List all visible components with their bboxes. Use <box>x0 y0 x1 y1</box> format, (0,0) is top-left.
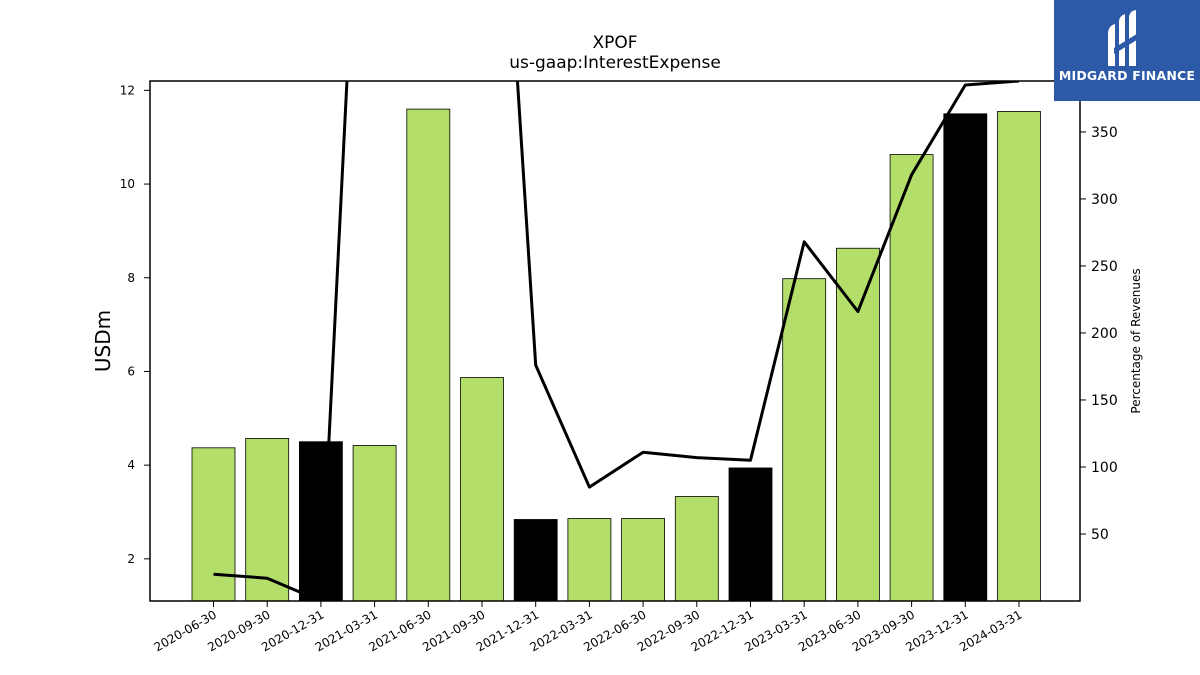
y2-ticks-group: 50 100 150 200 250 300 350 <box>1080 125 1118 543</box>
bar-2021-12-31 <box>513 519 558 602</box>
midgard-finance-logo: MIDGARD FINANCE <box>1054 0 1200 101</box>
logo-mark-icon <box>1108 10 1140 66</box>
bar-2022-12-31 <box>728 467 773 602</box>
bar-2024-03-31 <box>997 111 1041 602</box>
bar-2022-09-30 <box>674 496 719 602</box>
logo-text: MIDGARD FINANCE <box>1058 68 1196 83</box>
bar-2023-06-30 <box>836 247 880 602</box>
y2-tick-label: 350 <box>1091 125 1118 141</box>
y2-tick-label: 100 <box>1091 460 1118 476</box>
y2-tick-label: 50 <box>1091 527 1109 543</box>
y-tick-label: 6 <box>127 364 135 378</box>
bar-2023-03-31 <box>782 278 827 602</box>
bar-2022-06-30 <box>621 518 665 602</box>
plot-frame <box>149 80 1081 602</box>
y-ticks-group: 2 4 6 8 10 12 <box>120 83 150 566</box>
bar-2023-12-31 <box>943 113 988 602</box>
y2-tick-label: 150 <box>1091 393 1118 409</box>
y2-tick-label: 300 <box>1091 192 1118 208</box>
y-tick-label: 12 <box>120 83 135 97</box>
chart-title: XPOF <box>592 33 637 53</box>
y-tick-label: 10 <box>120 177 135 191</box>
bar-2022-03-31 <box>567 518 612 602</box>
y2-axis-label: Percentage of Revenues <box>1129 268 1143 413</box>
chart-subtitle: us-gaap:InterestExpense <box>509 53 721 73</box>
y-tick-label: 8 <box>127 271 135 285</box>
y2-tick-label: 200 <box>1091 326 1118 342</box>
bars-group <box>191 108 1041 602</box>
bar-2021-06-30 <box>406 108 451 602</box>
bar-2023-09-30 <box>889 154 934 602</box>
bar-2021-03-31 <box>352 445 397 602</box>
bar-2020-09-30 <box>245 438 290 602</box>
bar-2020-06-30 <box>191 447 236 602</box>
bar-2021-09-30 <box>460 377 504 602</box>
percentage-line <box>213 81 1020 601</box>
x-ticks-group: 2020-06-302020-09-302020-12-312021-03-31… <box>152 601 1025 654</box>
y2-tick-label: 250 <box>1091 259 1118 275</box>
y-axis-label: USDm <box>91 310 115 372</box>
y-tick-label: 4 <box>127 458 135 472</box>
y-tick-label: 2 <box>127 552 135 566</box>
